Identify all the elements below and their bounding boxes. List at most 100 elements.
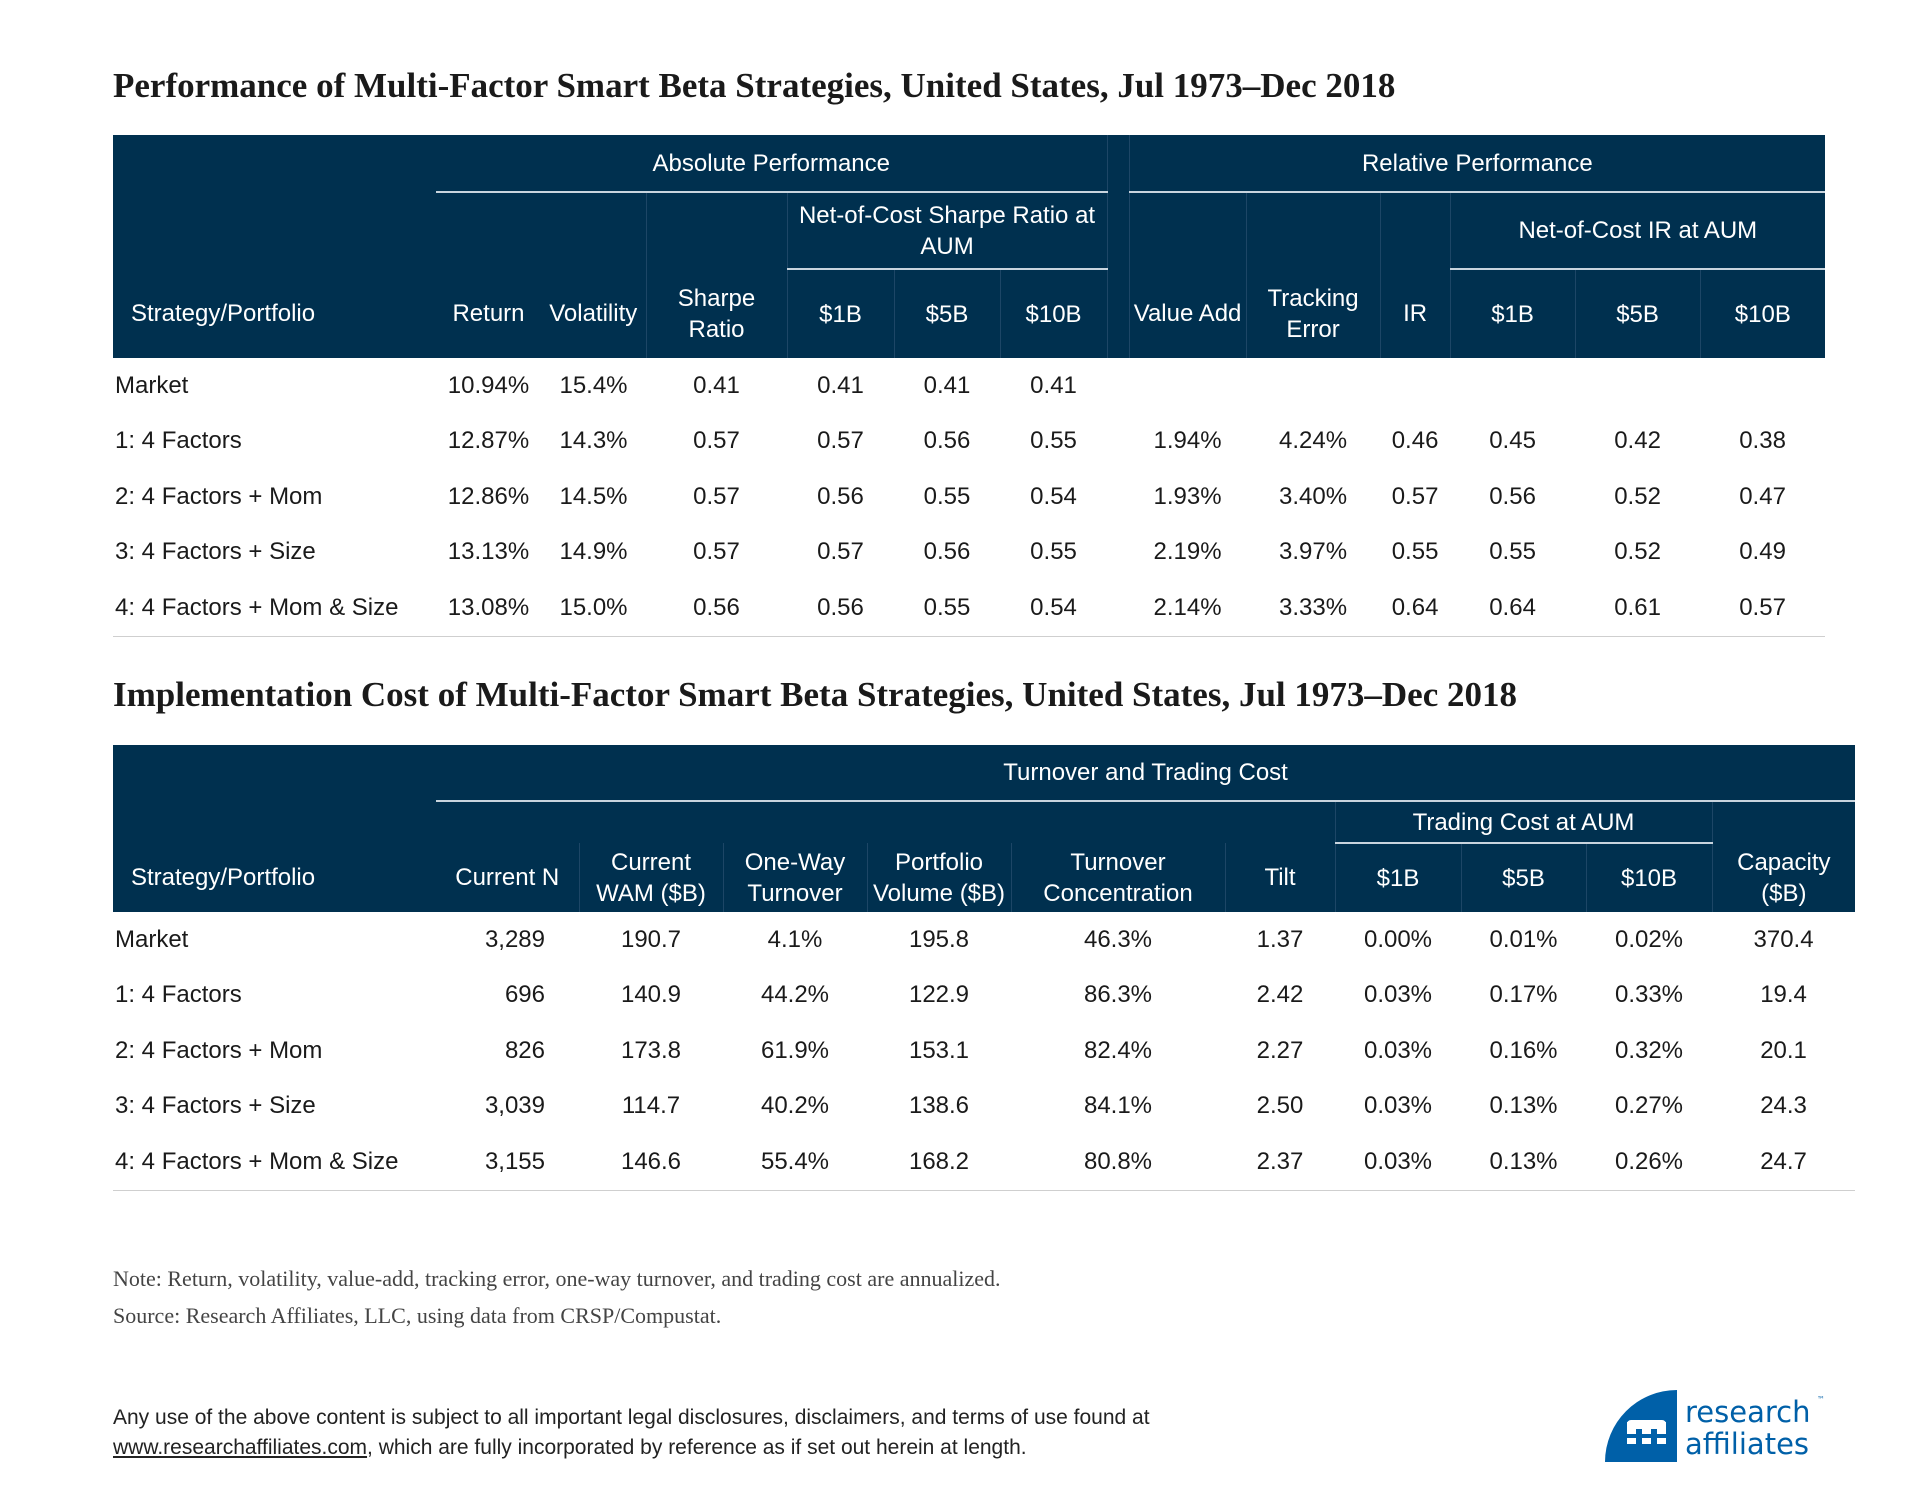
cell-return: 12.87% bbox=[447, 427, 530, 455]
group-absolute-performance: Absolute Performance bbox=[436, 135, 1108, 193]
cell-current-wam-b: 140.9 bbox=[620, 981, 682, 1009]
cell-value-add: 1.94% bbox=[1153, 427, 1222, 455]
row-label: 3: 4 Factors + Size bbox=[115, 538, 316, 566]
table-row: 2: 4 Factors + Mom 12.86% 14.5% 0.57 0.56 0.5… bbox=[113, 469, 1825, 525]
column-header-5b: $5B bbox=[1574, 269, 1701, 358]
cell-5b: 0.56 bbox=[923, 427, 971, 455]
cell-10b: 0.54 bbox=[1000, 580, 1108, 637]
cell-portfolio-volume-b: 153.1 bbox=[908, 1036, 970, 1064]
cell-5b: 0.16% bbox=[1489, 1036, 1558, 1064]
cell-10b: 0.55 bbox=[1030, 538, 1077, 566]
subgroup-sharpe-aum: Net-of-Cost Sharpe Ratio at AUM bbox=[786, 192, 1108, 270]
column-header-volatility: Volatility bbox=[541, 269, 646, 358]
group-relative-performance: Relative Performance bbox=[1128, 135, 1826, 193]
row-label: 2: 4 Factors + Mom bbox=[115, 1036, 323, 1064]
column-header-strategy-portfolio: Strategy/Portfolio bbox=[113, 843, 436, 912]
cell-10b: 0.57 bbox=[1700, 580, 1826, 637]
row-label: 4: 4 Factors + Mom & Size bbox=[113, 1134, 436, 1191]
legal-line-1: Any use of the above content is subject … bbox=[113, 1406, 1150, 1429]
cell-tilt: 2.27 bbox=[1256, 1036, 1304, 1064]
cell-volatility: 15.4% bbox=[559, 371, 628, 399]
column-header-portfolio-volume-b: Portfolio Volume ($B) bbox=[866, 843, 1011, 912]
cell-current-wam-b: 114.7 bbox=[621, 1092, 681, 1120]
cell-return: 12.86% bbox=[447, 482, 530, 510]
table-row: 1: 4 Factors 696 140.9 44.2% 122.9 86.3% 2.42 0… bbox=[113, 968, 1855, 1024]
cell-1b: 0.03% bbox=[1363, 981, 1433, 1009]
table-source: Source: Research Affiliates, LLC, using … bbox=[113, 1303, 722, 1328]
subgroup-ir-aum: Net-of-Cost IR at AUM bbox=[1449, 192, 1826, 270]
cell-1b: 0.45 bbox=[1489, 427, 1536, 455]
cell-one-way-turnover: 61.9% bbox=[760, 1036, 830, 1064]
cell-value-add: 2.14% bbox=[1129, 580, 1247, 637]
gap-cell bbox=[1107, 525, 1129, 581]
column-header-10b: $10B bbox=[1699, 269, 1826, 358]
column-header-5b: $5B bbox=[893, 269, 1000, 358]
cell-1b: 0.56 bbox=[787, 580, 894, 637]
cell-one-way-turnover: 40.2% bbox=[760, 1092, 830, 1120]
cell-turnover-concentration: 46.3% bbox=[1083, 925, 1153, 953]
gap-cell bbox=[1107, 358, 1129, 414]
cell-capacity-b: 370.4 bbox=[1753, 925, 1814, 953]
cell-1b: 0.64 bbox=[1450, 580, 1576, 637]
cell-10b: 0.41 bbox=[1030, 371, 1077, 399]
performance-table: Absolute Performance Relative Performanc… bbox=[113, 135, 1826, 637]
header-gap bbox=[1106, 192, 1130, 269]
column-header-turnover-concentration: Turnover Concentration bbox=[1010, 843, 1225, 912]
column-header-value-add: Value Add bbox=[1128, 269, 1247, 358]
group-turnover-trading-cost: Turnover and Trading Cost bbox=[436, 745, 1856, 802]
cell-10b: 0.54 bbox=[1030, 482, 1077, 510]
cell-5b: 0.52 bbox=[1614, 538, 1661, 566]
cell-1b: 0.57 bbox=[817, 538, 864, 566]
website-link[interactable]: www.researchaffiliates.com bbox=[113, 1436, 368, 1459]
cell-portfolio-volume-b: 168.2 bbox=[867, 1134, 1011, 1191]
cell-volatility: 14.3% bbox=[559, 427, 628, 455]
table-row: 3: 4 Factors + Size 13.13% 14.9% 0.57 0.57 0.… bbox=[113, 525, 1825, 581]
cell-tracking-error: 3.40% bbox=[1279, 482, 1348, 510]
cell-current-n: 3,289 bbox=[484, 925, 545, 953]
cell-1b bbox=[1450, 358, 1575, 414]
cell-volatility: 15.0% bbox=[541, 580, 646, 637]
cell-current-wam-b: 173.8 bbox=[620, 1036, 682, 1064]
cell-10b: 0.49 bbox=[1739, 538, 1786, 566]
cell-one-way-turnover: 55.4% bbox=[723, 1134, 867, 1191]
table-note: Note: Return, volatility, value-add, tra… bbox=[113, 1266, 1001, 1291]
cell-10b: 0.02% bbox=[1614, 925, 1684, 953]
row-label: 3: 4 Factors + Size bbox=[115, 1092, 316, 1120]
gap-cell bbox=[1107, 580, 1130, 637]
table-row: 2: 4 Factors + Mom 826 173.8 61.9% 153.1 82.4… bbox=[113, 1023, 1855, 1079]
column-header-tilt: Tilt bbox=[1224, 843, 1335, 912]
column-header-10b: $10B bbox=[1585, 843, 1712, 912]
cell-return: 13.13% bbox=[447, 538, 530, 566]
cell-one-way-turnover: 44.2% bbox=[760, 981, 830, 1009]
cell-capacity-b: 19.4 bbox=[1760, 981, 1807, 1009]
svg-text:affiliates: affiliates bbox=[1685, 1427, 1809, 1461]
table-row: Market 3,289 190.7 4.1% 195.8 46.3% 1.37 0.00% 0… bbox=[113, 912, 1855, 968]
column-header-tracking-error: Tracking Error bbox=[1245, 269, 1381, 358]
table-row: 4: 4 Factors + Mom & Size 3,155 146.6 55.4%… bbox=[113, 1134, 1856, 1191]
cell-5b: 0.17% bbox=[1489, 981, 1558, 1009]
cell-sharpe-ratio: 0.57 bbox=[693, 538, 740, 566]
cell-5b: 0.01% bbox=[1489, 925, 1558, 953]
cell-sharpe-ratio: 0.56 bbox=[646, 580, 787, 637]
cell-value-add: 2.19% bbox=[1153, 538, 1222, 566]
cell-10b bbox=[1700, 358, 1825, 414]
cell-current-n: 826 bbox=[504, 1036, 545, 1064]
header-gap bbox=[1106, 269, 1130, 358]
cell-5b: 0.52 bbox=[1614, 482, 1661, 510]
cell-ir bbox=[1380, 358, 1450, 414]
cell-5b: 0.55 bbox=[894, 580, 1000, 637]
cell-portfolio-volume-b: 138.6 bbox=[908, 1092, 970, 1120]
subgroup-trading-cost-aum: Trading Cost at AUM bbox=[1334, 801, 1712, 844]
cell-5b: 0.61 bbox=[1575, 580, 1701, 637]
column-header-return: Return bbox=[436, 269, 541, 358]
cell-1b: 0.03% bbox=[1363, 1036, 1433, 1064]
cell-tracking-error: 3.33% bbox=[1246, 580, 1381, 637]
cell-capacity-b: 20.1 bbox=[1760, 1036, 1807, 1064]
cell-1b: 0.55 bbox=[1489, 538, 1536, 566]
cell-ir: 0.46 bbox=[1391, 427, 1439, 455]
cell-volatility: 14.9% bbox=[559, 538, 628, 566]
row-label: 1: 4 Factors bbox=[115, 427, 242, 455]
table-row: Market 10.94% 15.4% 0.41 0.41 0.41 0.41 bbox=[113, 358, 1825, 414]
cell-5b: 0.56 bbox=[923, 538, 971, 566]
cell-1b: 0.56 bbox=[817, 482, 864, 510]
